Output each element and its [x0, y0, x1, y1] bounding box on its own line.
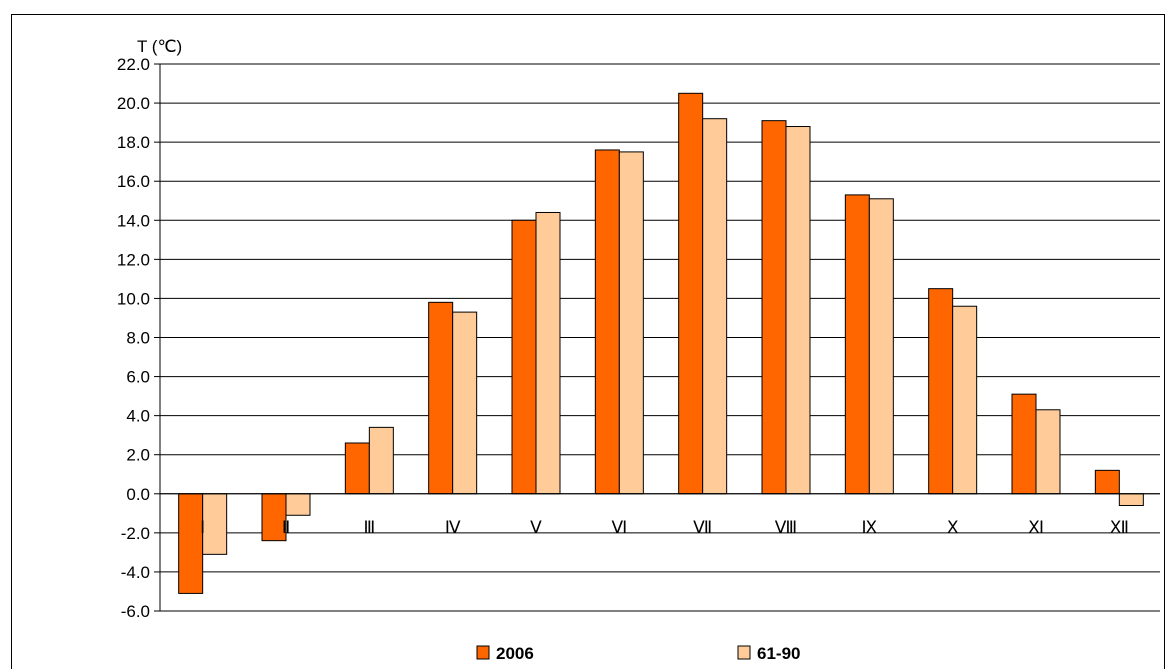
bar-61-90-5 [535, 211, 561, 495]
x-tick-label: Ⅻ [1110, 518, 1129, 537]
x-tick-label: Ⅱ [282, 518, 290, 537]
chart-frame [11, 14, 1165, 669]
y-tick-label: -4.0 [121, 563, 150, 582]
x-tick-label: Ⅵ [611, 518, 627, 537]
y-tick-label: 14.0 [117, 211, 150, 230]
bar-61-90-7 [702, 118, 728, 495]
y-tick-label: 8.0 [126, 329, 150, 348]
bar-2006-10 [928, 288, 954, 495]
y-tick-label: 2.0 [126, 446, 150, 465]
x-tick-label: Ⅲ [363, 518, 375, 537]
tick-labels: -6.0 -4.0 -2.0 0.0 2.0 4.0 6.0 8.0 10.0 12.0 14.0 1… [117, 55, 1129, 621]
bar-61-90-12 [1118, 493, 1144, 507]
legend-label-61-90: 61-90 [757, 644, 800, 663]
legend-swatch-61-90 [737, 645, 751, 660]
bar-61-90-2 [285, 493, 311, 516]
bar-61-90-3 [368, 426, 394, 495]
y-tick-label: -2.0 [121, 524, 150, 543]
x-tick-label: Ⅸ [862, 518, 878, 537]
x-tick-label: Ⅴ [530, 518, 542, 537]
bar-2006-3 [344, 442, 370, 495]
bar-61-90-1 [202, 493, 228, 555]
y-tick-label: 12.0 [117, 250, 150, 269]
y-tick-label: 6.0 [126, 368, 150, 387]
bar-61-90-11 [1035, 409, 1061, 495]
bar-2006-4 [428, 301, 454, 495]
x-tick-label: Ⅳ [445, 518, 461, 537]
x-tick-label: Ⅹ [947, 518, 959, 537]
bar-61-90-4 [452, 311, 478, 495]
y-tick-label: -6.0 [121, 602, 150, 621]
y-tick-label: 4.0 [126, 407, 150, 426]
y-tick-label: 16.0 [117, 172, 150, 191]
bar-61-90-6 [618, 151, 644, 495]
bar-61-90-8 [785, 126, 811, 495]
bar-2006-5 [511, 219, 537, 495]
bar-61-90-9 [868, 198, 894, 495]
x-tick-label: Ⅰ [200, 518, 205, 537]
bar-2006-1 [178, 493, 204, 594]
y-tick-label: 20.0 [117, 94, 150, 113]
bar-2006-12 [1094, 469, 1120, 495]
y-tick-label: 18.0 [117, 133, 150, 152]
bar-61-90-10 [952, 305, 978, 495]
x-tick-label: Ⅷ [775, 518, 797, 537]
gridlines [160, 63, 1160, 612]
bar-2006-9 [844, 194, 870, 495]
axes [154, 63, 1160, 612]
bars [178, 92, 1144, 594]
x-tick-label: Ⅺ [1028, 518, 1044, 537]
bar-2006-7 [678, 92, 704, 495]
legend-swatch-2006 [476, 645, 490, 660]
y-tick-label: 22.0 [117, 55, 150, 74]
bar-2006-2 [261, 493, 287, 542]
bar-2006-8 [761, 120, 787, 495]
y-tick-label: 10.0 [117, 289, 150, 308]
bar-2006-6 [594, 149, 620, 495]
legend: 2006 61-90 [476, 644, 800, 663]
legend-label-2006: 2006 [496, 644, 534, 663]
bar-2006-11 [1011, 393, 1037, 495]
x-tick-label: Ⅶ [693, 518, 712, 537]
y-axis-unit-label: T (℃) [137, 37, 182, 56]
y-tick-label: 0.0 [126, 485, 150, 504]
